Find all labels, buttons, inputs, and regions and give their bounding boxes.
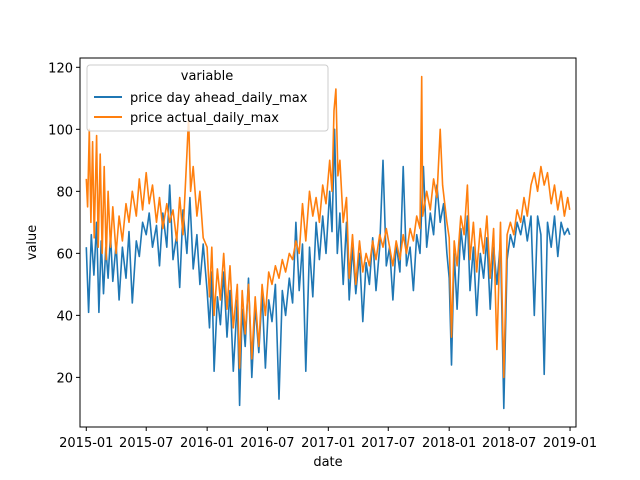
y-tick-label: 20 xyxy=(56,371,73,386)
legend-box xyxy=(86,64,329,132)
x-tick-label: 2018-01 xyxy=(422,436,476,451)
x-tick-label: 2017-07 xyxy=(361,436,415,451)
x-tick-label: 2015-07 xyxy=(119,436,173,451)
x-tick-label: 2019-01 xyxy=(543,436,597,451)
x-axis-label: date xyxy=(313,455,342,470)
y-tick-label: 80 xyxy=(56,185,73,200)
series-line-1 xyxy=(85,75,571,379)
y-tick-label: 60 xyxy=(56,247,73,262)
legend-label-actual: price actual_daily_max xyxy=(130,111,279,126)
y-axis-label: value xyxy=(25,225,40,261)
legend: variable price day ahead_daily_max price… xyxy=(86,64,329,132)
x-tick-label: 2016-01 xyxy=(180,436,234,451)
y-tick-label: 100 xyxy=(48,123,73,138)
series-line-0 xyxy=(85,128,571,410)
legend-title: variable xyxy=(181,69,233,84)
y-tick-label: 120 xyxy=(48,61,73,76)
x-axis-ticks: 2015-01 2015-07 2016-01 2016-07 2017-01 2017-… xyxy=(59,427,597,451)
y-tick-label: 40 xyxy=(56,309,73,324)
x-tick-label: 2017-01 xyxy=(301,436,355,451)
x-tick-label: 2015-01 xyxy=(59,436,113,451)
x-tick-label: 2018-07 xyxy=(482,436,536,451)
legend-label-day-ahead: price day ahead_daily_max xyxy=(130,91,308,106)
y-axis-ticks: 20 40 60 80 100 120 xyxy=(48,61,80,386)
plot-lines xyxy=(85,75,571,410)
x-tick-label: 2016-07 xyxy=(240,436,294,451)
